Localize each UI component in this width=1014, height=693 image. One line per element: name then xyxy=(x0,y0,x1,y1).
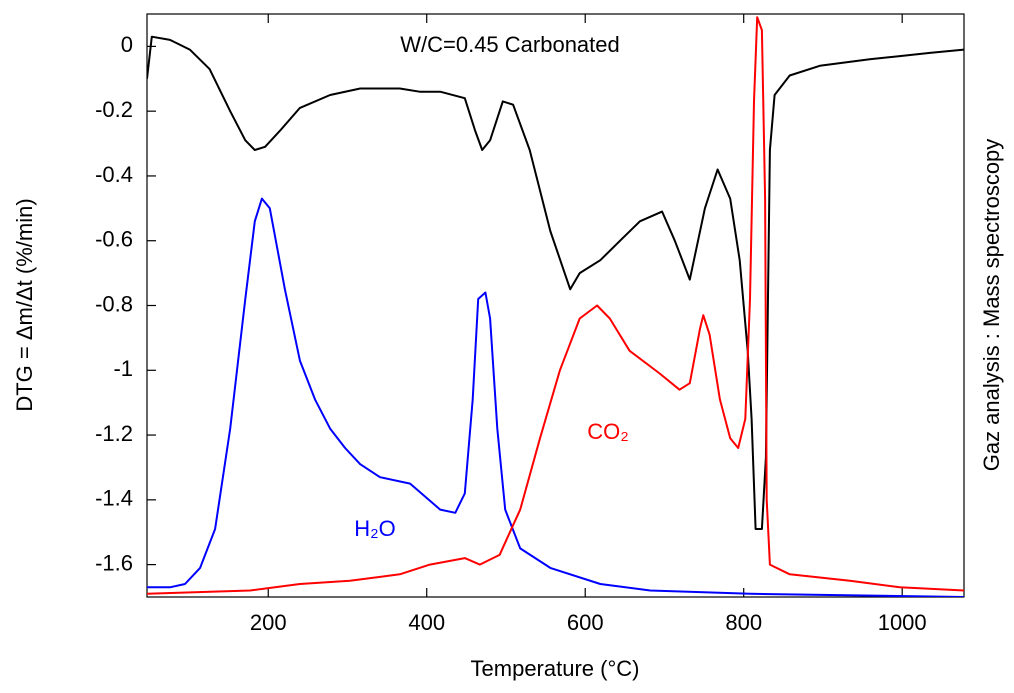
x-tick-label: 800 xyxy=(725,610,762,635)
series-label: CO₂ xyxy=(587,419,629,444)
y-tick-label: -0.8 xyxy=(95,291,133,316)
x-tick-label: 600 xyxy=(567,610,604,635)
x-tick-label: 1000 xyxy=(878,610,927,635)
chart-title: W/C=0.45 Carbonated xyxy=(400,32,620,57)
x-tick-label: 200 xyxy=(250,610,287,635)
y-axis-title: DTG = Δm/Δt (%/min) xyxy=(12,198,37,411)
y-tick-label: -1 xyxy=(113,356,133,381)
series-line xyxy=(147,35,964,530)
y2-axis-title: Gaz analysis : Mass spectroscopy xyxy=(979,139,1004,472)
y-tick-label: 0 xyxy=(121,32,133,57)
x-tick-label: 400 xyxy=(408,610,445,635)
series-label: H₂O xyxy=(354,516,396,541)
y-tick-label: -1.6 xyxy=(95,550,133,575)
y-tick-label: -0.6 xyxy=(95,227,133,252)
x-axis-title: Temperature (°C) xyxy=(471,656,640,681)
y-tick-label: -1.2 xyxy=(95,421,133,446)
y-tick-label: -1.4 xyxy=(95,486,133,511)
y-tick-label: -0.4 xyxy=(95,162,133,187)
series-line xyxy=(147,197,964,597)
y-tick-label: -0.2 xyxy=(95,97,133,122)
plot-frame xyxy=(146,13,965,598)
series-line xyxy=(147,16,964,595)
